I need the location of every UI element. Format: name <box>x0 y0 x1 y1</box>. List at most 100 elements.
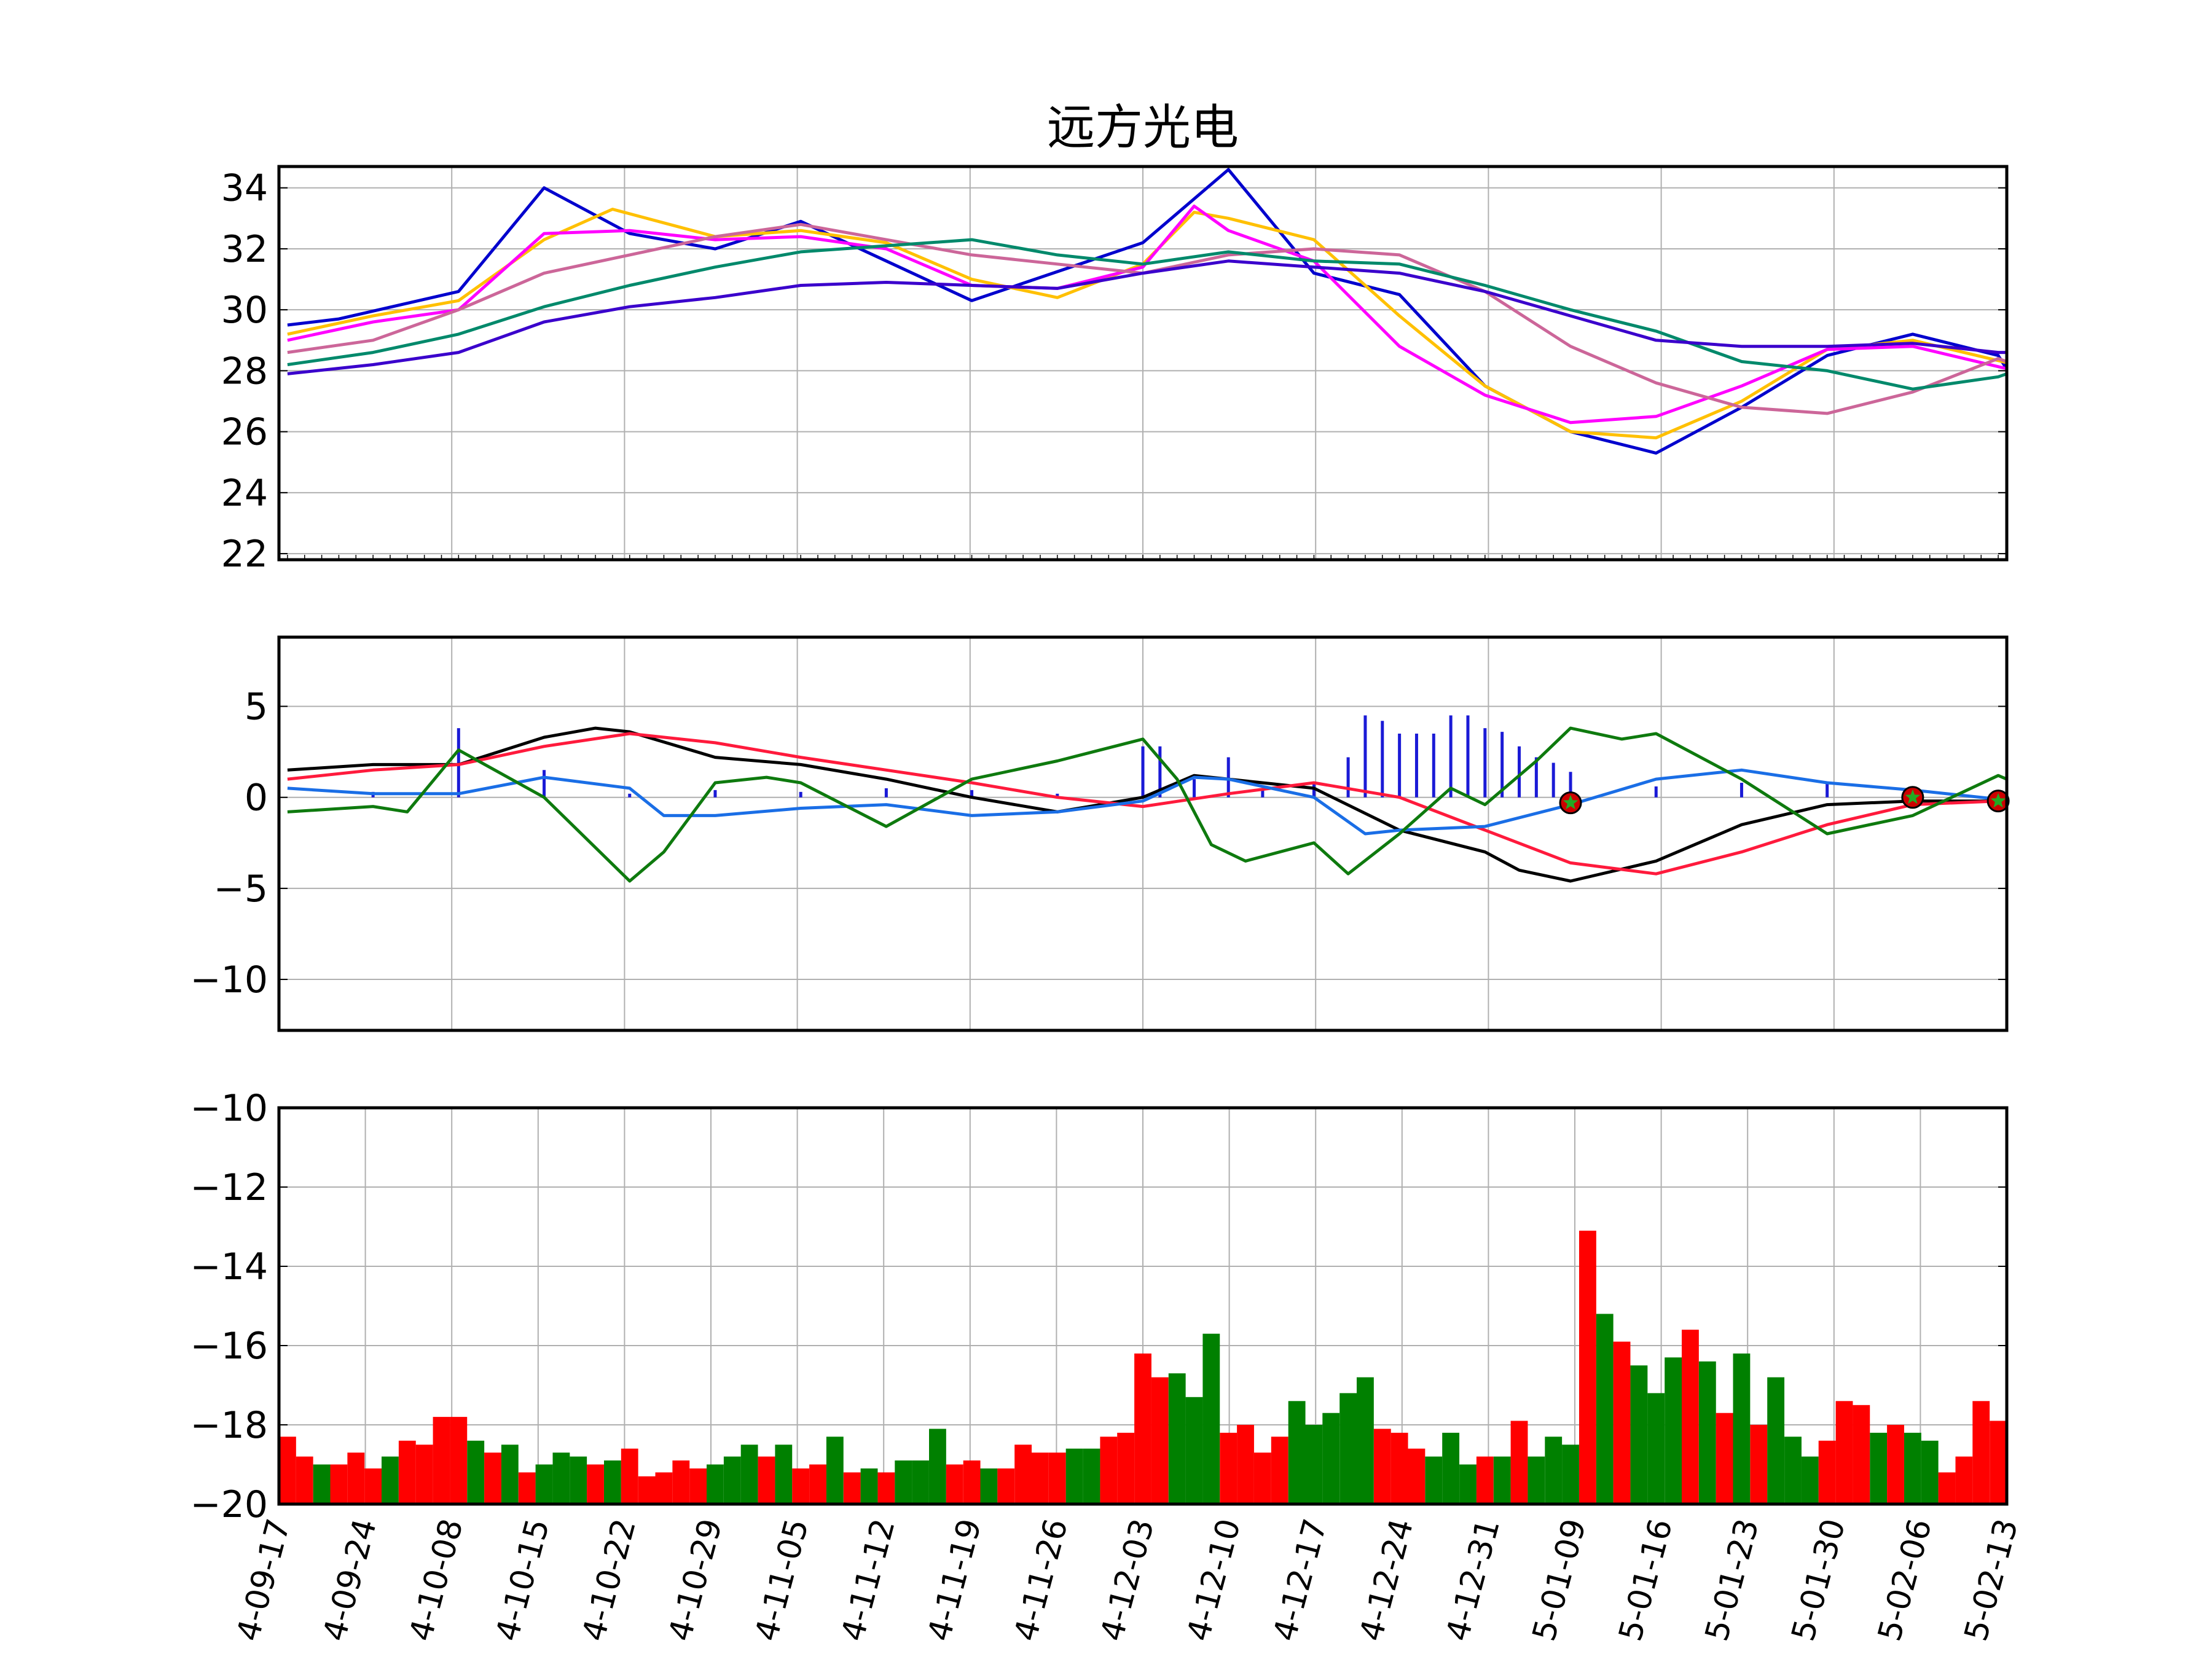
volume-bar <box>1322 1413 1340 1504</box>
x-date-label: 5-01-16 <box>1612 1515 1680 1645</box>
macd-ytick-label: −10 <box>190 958 268 1002</box>
volume-bar <box>433 1417 450 1504</box>
volume-bar <box>1784 1437 1802 1504</box>
volume-bar <box>570 1456 587 1504</box>
x-date-label: 4-12-17 <box>1266 1515 1334 1645</box>
x-date-label: 4-10-29 <box>662 1515 729 1645</box>
volume-bar <box>621 1448 638 1504</box>
volume-bar <box>860 1468 878 1504</box>
macd-series-line-3 <box>287 768 2007 836</box>
volume-bar <box>552 1452 570 1504</box>
x-date-label: 4-09-17 <box>230 1515 297 1645</box>
volume-bar <box>364 1468 382 1504</box>
volume-bar <box>1459 1464 1477 1504</box>
price-ytick-label: 32 <box>221 228 268 271</box>
volume-bar <box>1117 1432 1135 1504</box>
volume-bar <box>895 1460 912 1504</box>
volume-ytick-label: −14 <box>190 1245 268 1288</box>
volume-bar <box>1972 1401 1990 1504</box>
price-ytick-label: 30 <box>221 289 268 332</box>
volume-bar <box>740 1444 758 1504</box>
volume-ytick-label: −10 <box>190 1087 268 1130</box>
volume-bar <box>1476 1456 1494 1504</box>
volume-bar <box>1938 1472 1956 1504</box>
price-ytick-label: 26 <box>221 411 268 454</box>
volume-bar <box>1339 1393 1357 1504</box>
volume-bar <box>501 1444 519 1504</box>
volume-bar <box>809 1464 826 1504</box>
volume-bar <box>655 1472 673 1504</box>
volume-bar <box>1048 1452 1066 1504</box>
volume-bar <box>912 1460 929 1504</box>
price-series-line-5 <box>287 238 2007 391</box>
volume-ytick-label: −12 <box>190 1166 268 1209</box>
volume-bar <box>313 1464 331 1504</box>
volume-bar <box>1682 1330 1699 1504</box>
macd-ytick-label: 0 <box>245 777 268 820</box>
macd-ytick-label: −5 <box>214 868 268 911</box>
volume-panel: −20 −18 −16 −14 −12 −10 4-09-17 4-09-24 4-10-08 4… <box>190 1087 2025 1645</box>
price-ytick-label: 34 <box>221 167 268 210</box>
volume-bar <box>1065 1448 1083 1504</box>
volume-bar <box>1835 1401 1853 1504</box>
volume-bar <box>1237 1425 1254 1504</box>
volume-bar <box>1168 1373 1186 1504</box>
volume-bar <box>1528 1456 1545 1504</box>
signal-marker-star <box>1563 794 1579 810</box>
price-ytick-label: 28 <box>221 350 268 393</box>
volume-bar <box>1955 1456 1973 1504</box>
volume-bar <box>929 1429 946 1504</box>
signal-marker-star <box>1905 789 1921 804</box>
macd-series-line-2 <box>287 732 2007 876</box>
volume-ytick-label: −20 <box>190 1483 268 1526</box>
x-date-label: 4-12-03 <box>1094 1515 1161 1645</box>
volume-bar <box>1801 1456 1819 1504</box>
x-date-label: 4-12-24 <box>1353 1515 1421 1645</box>
volume-bar <box>1510 1421 1528 1504</box>
volume-bar <box>1562 1444 1579 1504</box>
volume-bar <box>1271 1437 1288 1504</box>
volume-bar <box>1083 1448 1100 1504</box>
volume-bar <box>1134 1353 1151 1504</box>
volume-bar <box>758 1456 775 1504</box>
macd-frame <box>277 635 2009 1032</box>
x-date-label: 4-10-22 <box>575 1515 643 1645</box>
volume-bar <box>415 1444 433 1504</box>
volume-bar <box>689 1468 707 1504</box>
volume-bar <box>1665 1357 1682 1504</box>
volume-bar <box>1357 1377 1374 1504</box>
price-series-line-2 <box>287 208 2007 440</box>
signal-marker-star <box>1990 793 2006 808</box>
volume-bar <box>535 1464 553 1504</box>
volume-bar <box>946 1464 963 1504</box>
volume-bar <box>587 1464 604 1504</box>
x-date-label: 4-12-31 <box>1439 1515 1507 1645</box>
price-series-line-4 <box>287 222 2007 415</box>
volume-bar <box>1698 1361 1716 1504</box>
macd-series-line-4 <box>287 726 2007 883</box>
volume-bar <box>1185 1397 1203 1504</box>
volume-bar <box>877 1472 895 1504</box>
volume-bar <box>672 1460 690 1504</box>
volume-bar <box>1493 1456 1511 1504</box>
volume-bar <box>792 1468 810 1504</box>
volume-bar <box>1288 1401 1306 1504</box>
volume-bar <box>963 1460 981 1504</box>
volume-bar <box>1716 1413 1733 1504</box>
price-series-line-1 <box>287 168 2007 455</box>
volume-bar <box>467 1440 485 1504</box>
volume-ytick-label: −18 <box>190 1404 268 1447</box>
x-date-label: 5-01-30 <box>1785 1515 1853 1645</box>
x-date-label: 4-10-15 <box>489 1515 557 1645</box>
volume-bar <box>347 1452 365 1504</box>
volume-bar <box>1100 1437 1118 1504</box>
volume-bar <box>1887 1425 1904 1504</box>
volume-bar <box>1630 1365 1648 1504</box>
x-date-label: 4-11-19 <box>921 1515 989 1645</box>
x-date-label: 4-10-08 <box>402 1515 470 1645</box>
volume-bar <box>484 1452 501 1504</box>
price-series-line-6 <box>287 259 2007 375</box>
volume-bar <box>638 1476 656 1504</box>
x-date-label: 4-09-24 <box>316 1515 384 1645</box>
volume-bar <box>1853 1405 1870 1504</box>
